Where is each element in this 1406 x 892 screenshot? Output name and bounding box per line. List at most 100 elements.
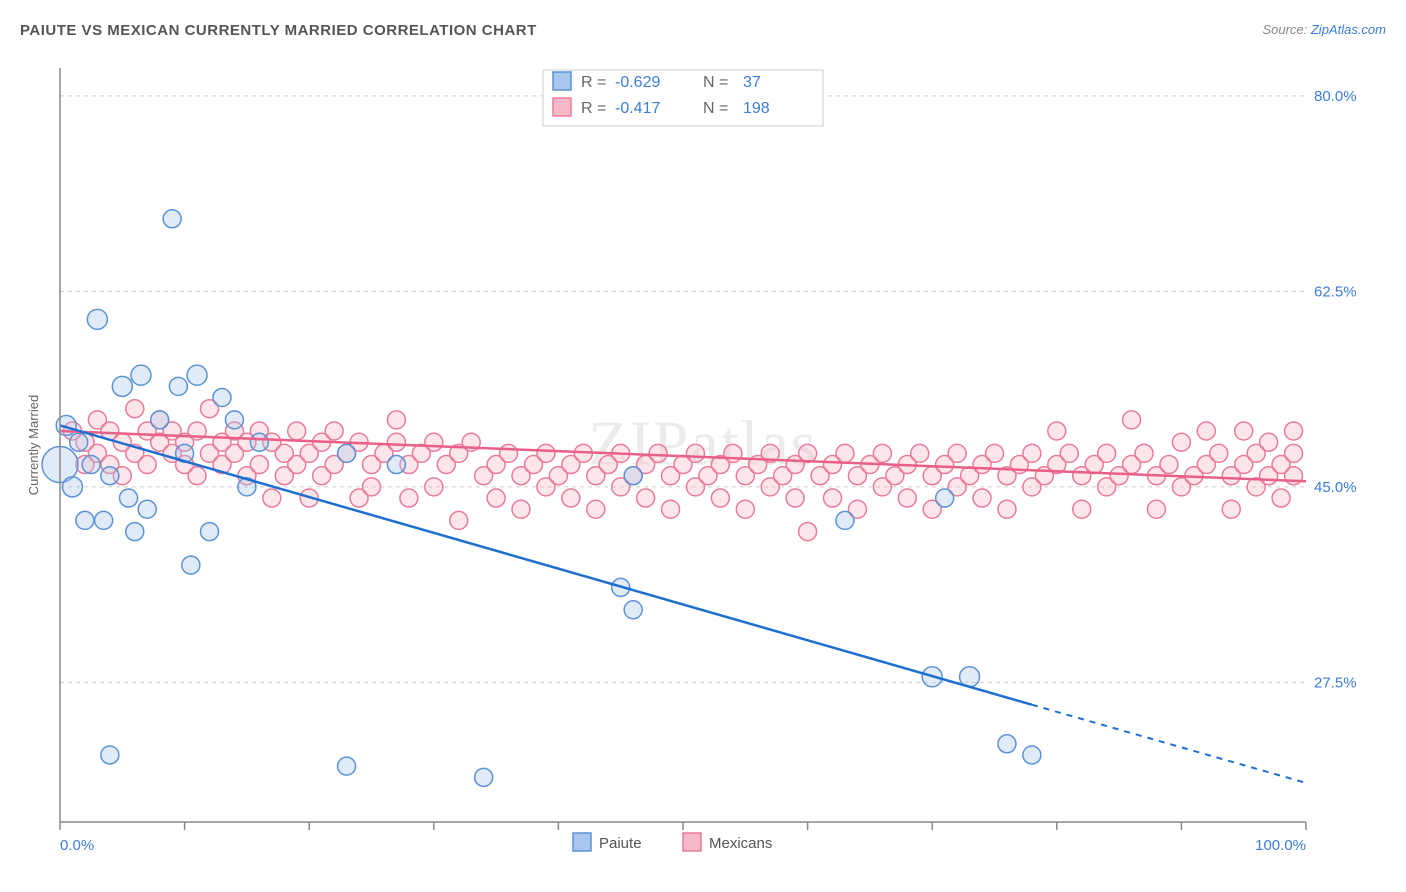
y-tick-label: 27.5%	[1314, 674, 1357, 691]
legend-swatch	[553, 98, 571, 116]
point-paiute	[182, 556, 200, 574]
legend-r-label: R =	[581, 100, 606, 117]
x-tick-label-min: 0.0%	[60, 837, 94, 854]
point-mexican	[662, 500, 680, 518]
point-mexican	[500, 444, 518, 462]
source-link[interactable]: ZipAtlas.com	[1311, 22, 1386, 37]
point-mexican	[998, 500, 1016, 518]
point-mexican	[288, 422, 306, 440]
point-mexican	[898, 489, 916, 507]
point-paiute	[76, 511, 94, 529]
point-mexican	[911, 444, 929, 462]
point-paiute	[187, 365, 207, 385]
point-paiute	[101, 467, 119, 485]
point-mexican	[736, 500, 754, 518]
trend-paiute	[60, 425, 1032, 704]
point-mexican	[138, 456, 156, 474]
point-mexican	[1135, 444, 1153, 462]
point-mexican	[1210, 444, 1228, 462]
point-paiute	[213, 389, 231, 407]
point-mexican	[1123, 411, 1141, 429]
point-paiute	[475, 768, 493, 786]
legend-n-value: 198	[743, 100, 770, 117]
point-mexican	[512, 500, 530, 518]
y-tick-label: 45.0%	[1314, 479, 1357, 496]
point-mexican	[986, 444, 1004, 462]
chart-title: PAIUTE VS MEXICAN CURRENTLY MARRIED CORR…	[20, 22, 537, 39]
point-paiute	[163, 210, 181, 228]
trend-paiute-extrapolated	[1032, 705, 1306, 783]
point-paiute	[151, 411, 169, 429]
point-mexican	[1073, 500, 1091, 518]
point-mexican	[400, 489, 418, 507]
point-mexican	[637, 489, 655, 507]
point-paiute	[998, 735, 1016, 753]
point-paiute	[131, 365, 151, 385]
point-mexican	[537, 444, 555, 462]
point-paiute	[624, 601, 642, 619]
point-mexican	[1197, 422, 1215, 440]
point-paiute	[82, 456, 100, 474]
point-paiute	[387, 456, 405, 474]
chart-container: 27.5%45.0%62.5%80.0%ZIPatlas0.0%100.0%Cu…	[20, 60, 1386, 872]
point-paiute	[250, 433, 268, 451]
point-mexican	[1160, 456, 1178, 474]
point-mexican	[799, 523, 817, 541]
point-mexican	[873, 444, 891, 462]
point-paiute	[936, 489, 954, 507]
point-mexican	[799, 444, 817, 462]
point-mexican	[1285, 444, 1303, 462]
y-axis-label: Currently Married	[26, 395, 41, 495]
point-mexican	[836, 444, 854, 462]
point-mexican	[1235, 422, 1253, 440]
correlation-scatter-chart: 27.5%45.0%62.5%80.0%ZIPatlas0.0%100.0%Cu…	[20, 60, 1386, 872]
legend-n-label: N =	[703, 74, 728, 91]
point-paiute	[169, 377, 187, 395]
point-mexican	[487, 489, 505, 507]
legend-swatch	[553, 72, 571, 90]
source-attribution: Source: ZipAtlas.com	[1262, 22, 1386, 37]
point-paiute	[338, 757, 356, 775]
y-tick-label: 62.5%	[1314, 283, 1357, 300]
point-mexican	[1285, 422, 1303, 440]
point-mexican	[686, 444, 704, 462]
point-mexican	[425, 433, 443, 451]
bottom-legend-label: Paiute	[599, 835, 642, 852]
point-paiute	[95, 511, 113, 529]
legend-n-label: N =	[703, 100, 728, 117]
point-mexican	[948, 444, 966, 462]
point-mexican	[1222, 500, 1240, 518]
point-paiute	[70, 433, 88, 451]
point-paiute	[624, 467, 642, 485]
point-mexican	[824, 489, 842, 507]
bottom-legend-label: Mexicans	[709, 835, 772, 852]
legend-n-value: 37	[743, 74, 761, 91]
point-paiute	[338, 444, 356, 462]
point-mexican	[126, 400, 144, 418]
point-mexican	[1272, 489, 1290, 507]
point-mexican	[1060, 444, 1078, 462]
point-mexican	[1147, 500, 1165, 518]
legend-r-value: -0.629	[615, 74, 660, 91]
point-mexican	[786, 489, 804, 507]
point-mexican	[587, 500, 605, 518]
point-mexican	[711, 489, 729, 507]
bottom-legend-swatch	[573, 833, 591, 851]
point-mexican	[250, 456, 268, 474]
point-paiute	[62, 477, 82, 497]
point-mexican	[1023, 444, 1041, 462]
point-paiute	[1023, 746, 1041, 764]
point-mexican	[387, 411, 405, 429]
point-mexican	[1098, 444, 1116, 462]
point-paiute	[225, 411, 243, 429]
point-paiute	[112, 376, 132, 396]
y-tick-label: 80.0%	[1314, 88, 1357, 105]
point-mexican	[188, 467, 206, 485]
point-paiute	[120, 489, 138, 507]
point-mexican	[1048, 422, 1066, 440]
point-mexican	[450, 511, 468, 529]
point-paiute	[836, 511, 854, 529]
point-paiute	[201, 523, 219, 541]
point-paiute	[101, 746, 119, 764]
point-paiute	[87, 309, 107, 329]
